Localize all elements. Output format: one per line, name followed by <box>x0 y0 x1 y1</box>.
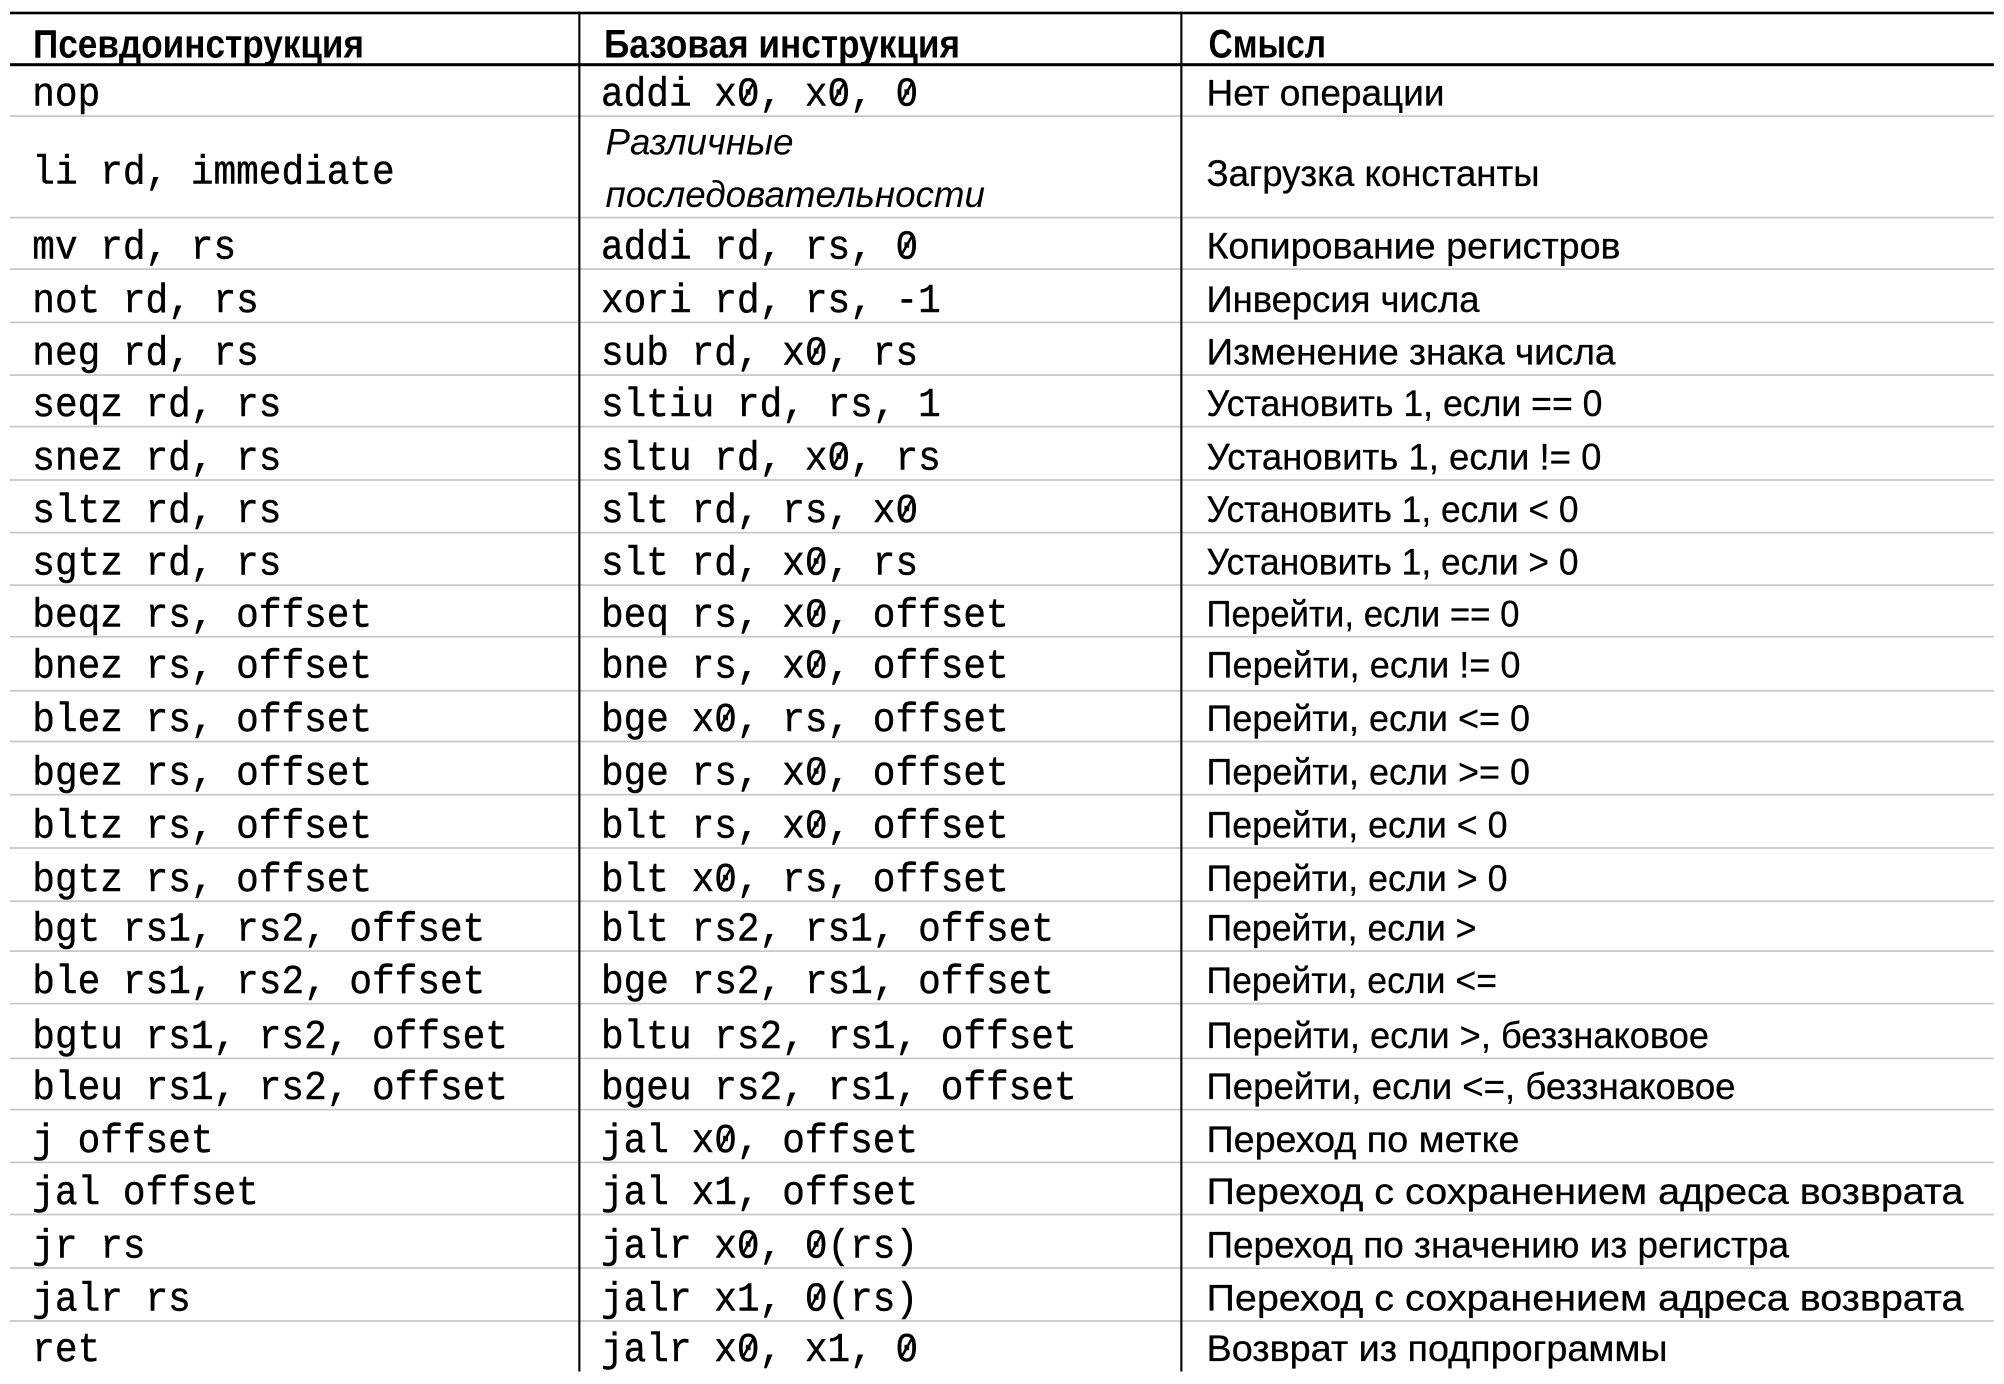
svg-text:not rd, rs: not rd, rs <box>32 279 258 325</box>
svg-text:bne rs, x0, offset: bne rs, x0, offset <box>601 645 1009 691</box>
svg-text:bge rs, x0, offset: bge rs, x0, offset <box>601 751 1009 797</box>
svg-text:Перейти, если >, беззнаковое: Перейти, если >, беззнаковое <box>1207 1014 1710 1056</box>
svg-text:bgeu rs2, rs1, offset: bgeu rs2, rs1, offset <box>601 1066 1077 1112</box>
svg-text:jal x0, offset: jal x0, offset <box>601 1119 918 1165</box>
svg-text:nop: nop <box>32 73 100 119</box>
svg-text:Установить 1, если == 0: Установить 1, если == 0 <box>1207 382 1603 424</box>
svg-text:Копирование регистров: Копирование регистров <box>1207 225 1621 267</box>
svg-text:bgez rs, offset: bgez rs, offset <box>32 751 372 797</box>
svg-text:Перейти, если <= 0: Перейти, если <= 0 <box>1207 697 1531 739</box>
svg-text:beq rs, x0, offset: beq rs, x0, offset <box>601 593 1009 639</box>
svg-text:sltiu rd, rs, 1: sltiu rd, rs, 1 <box>601 383 941 429</box>
svg-text:Перейти, если >: Перейти, если > <box>1207 907 1477 949</box>
svg-text:jalr rs: jalr rs <box>32 1278 191 1324</box>
svg-text:Установить 1, если < 0: Установить 1, если < 0 <box>1207 488 1579 530</box>
svg-text:addi rd, rs, 0: addi rd, rs, 0 <box>601 226 918 272</box>
svg-text:xori rd, rs, -1: xori rd, rs, -1 <box>601 279 941 325</box>
svg-text:Перейти, если >= 0: Перейти, если >= 0 <box>1207 750 1531 792</box>
svg-text:последовательности: последовательности <box>606 173 986 215</box>
svg-text:Перейти, если != 0: Перейти, если != 0 <box>1207 644 1521 686</box>
svg-text:Перейти, если < 0: Перейти, если < 0 <box>1207 804 1508 846</box>
svg-text:bgt rs1, rs2, offset: bgt rs1, rs2, offset <box>32 908 485 954</box>
svg-text:bgtz rs, offset: bgtz rs, offset <box>32 858 372 904</box>
svg-text:bgtu rs1, rs2, offset: bgtu rs1, rs2, offset <box>32 1015 508 1061</box>
svg-text:jalr x0, x1, 0: jalr x0, x1, 0 <box>601 1328 918 1374</box>
svg-text:mv rd, rs: mv rd, rs <box>32 226 236 272</box>
svg-text:bnez rs, offset: bnez rs, offset <box>32 645 372 691</box>
svg-text:Перейти, если > 0: Перейти, если > 0 <box>1207 857 1508 899</box>
svg-text:sltz rd, rs: sltz rd, rs <box>32 489 281 535</box>
svg-text:neg rd, rs: neg rd, rs <box>32 332 258 378</box>
svg-text:bge x0, rs, offset: bge x0, rs, offset <box>601 698 1009 744</box>
svg-text:Переход с сохранением адреса в: Переход с сохранением адреса возврата <box>1207 1170 1964 1212</box>
svg-text:Изменение знака числа: Изменение знака числа <box>1207 331 1616 373</box>
svg-text:blt rs, x0, offset: blt rs, x0, offset <box>601 805 1009 851</box>
svg-text:snez rd, rs: snez rd, rs <box>32 437 281 483</box>
svg-text:j offset: j offset <box>32 1119 213 1165</box>
svg-text:bltz rs, offset: bltz rs, offset <box>32 805 372 851</box>
svg-text:Различные: Различные <box>606 120 794 162</box>
svg-text:slt rd, x0, rs: slt rd, x0, rs <box>601 542 918 588</box>
svg-text:sgtz rd, rs: sgtz rd, rs <box>32 542 281 588</box>
svg-text:Инверсия числа: Инверсия числа <box>1207 278 1480 320</box>
svg-text:Перейти, если <=, беззнаковое: Перейти, если <=, беззнаковое <box>1207 1065 1736 1107</box>
svg-text:jal offset: jal offset <box>32 1171 258 1217</box>
svg-text:sub rd, x0, rs: sub rd, x0, rs <box>601 332 918 378</box>
svg-text:seqz rd, rs: seqz rd, rs <box>32 383 281 429</box>
svg-text:jr rs: jr rs <box>32 1225 145 1271</box>
svg-text:Переход с сохранением адреса в: Переход с сохранением адреса возврата <box>1207 1277 1964 1319</box>
svg-text:li rd, immediate: li rd, immediate <box>32 151 394 197</box>
svg-text:beqz rs, offset: beqz rs, offset <box>32 593 372 639</box>
svg-text:Переход по значению из регистр: Переход по значению из регистра <box>1207 1224 1790 1266</box>
svg-text:blt rs2, rs1, offset: blt rs2, rs1, offset <box>601 908 1054 954</box>
svg-text:Переход по метке: Переход по метке <box>1207 1118 1520 1160</box>
svg-text:Псевдоинструкция: Псевдоинструкция <box>33 22 364 66</box>
svg-text:Перейти, если <=: Перейти, если <= <box>1207 959 1498 1001</box>
svg-text:jalr x0, 0(rs): jalr x0, 0(rs) <box>601 1225 918 1271</box>
svg-text:Нет операции: Нет операции <box>1207 72 1445 114</box>
svg-text:Загрузка константы: Загрузка константы <box>1207 152 1540 194</box>
svg-text:blez rs, offset: blez rs, offset <box>32 698 372 744</box>
svg-text:addi x0, x0, 0: addi x0, x0, 0 <box>601 73 918 119</box>
svg-text:jalr x1, 0(rs): jalr x1, 0(rs) <box>601 1278 918 1324</box>
svg-text:Установить 1, если > 0: Установить 1, если > 0 <box>1207 541 1579 583</box>
svg-text:bleu rs1, rs2, offset: bleu rs1, rs2, offset <box>32 1066 508 1112</box>
svg-text:slt rd, rs, x0: slt rd, rs, x0 <box>601 489 918 535</box>
svg-text:Установить 1, если != 0: Установить 1, если != 0 <box>1207 436 1602 478</box>
svg-text:Смысл: Смысл <box>1209 22 1327 66</box>
svg-text:Возврат из подпрограммы: Возврат из подпрограммы <box>1207 1327 1668 1369</box>
svg-text:jal x1, offset: jal x1, offset <box>601 1171 918 1217</box>
svg-text:Базовая инструкция: Базовая инструкция <box>604 22 960 66</box>
svg-text:bge rs2, rs1, offset: bge rs2, rs1, offset <box>601 960 1054 1006</box>
svg-text:ble rs1, rs2, offset: ble rs1, rs2, offset <box>32 960 485 1006</box>
svg-text:sltu rd, x0, rs: sltu rd, x0, rs <box>601 437 941 483</box>
svg-text:bltu rs2, rs1, offset: bltu rs2, rs1, offset <box>601 1015 1077 1061</box>
svg-text:blt x0, rs, offset: blt x0, rs, offset <box>601 858 1009 904</box>
svg-text:Перейти, если == 0: Перейти, если == 0 <box>1207 592 1520 634</box>
svg-text:ret: ret <box>32 1328 100 1374</box>
